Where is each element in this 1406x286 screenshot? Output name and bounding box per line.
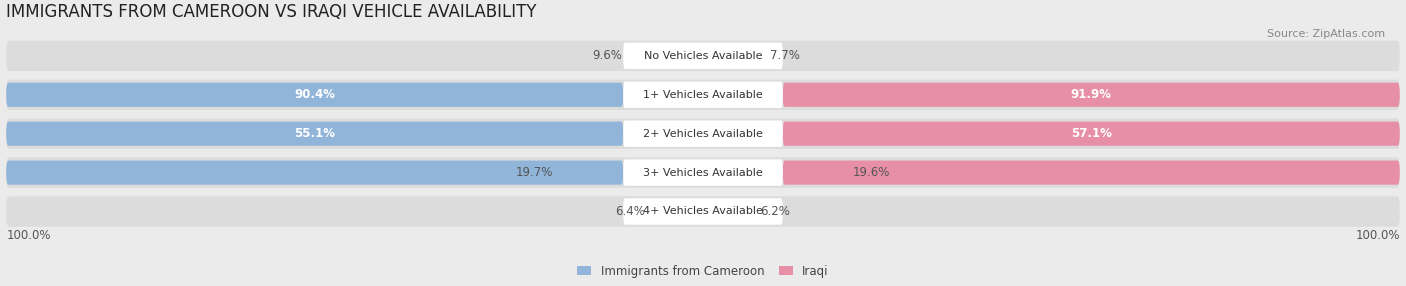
FancyBboxPatch shape: [6, 196, 1400, 227]
FancyBboxPatch shape: [6, 118, 1400, 149]
FancyBboxPatch shape: [623, 120, 783, 147]
Text: 100.0%: 100.0%: [1355, 229, 1400, 242]
FancyBboxPatch shape: [623, 43, 783, 69]
Text: 90.4%: 90.4%: [294, 88, 335, 101]
Text: 19.7%: 19.7%: [515, 166, 553, 179]
FancyBboxPatch shape: [6, 160, 623, 185]
Text: 9.6%: 9.6%: [593, 49, 623, 62]
Text: 7.7%: 7.7%: [770, 49, 800, 62]
FancyBboxPatch shape: [6, 80, 1400, 110]
FancyBboxPatch shape: [623, 198, 783, 225]
FancyBboxPatch shape: [6, 122, 623, 146]
Text: No Vehicles Available: No Vehicles Available: [644, 51, 762, 61]
Legend: Immigrants from Cameroon, Iraqi: Immigrants from Cameroon, Iraqi: [572, 260, 834, 282]
Text: 19.6%: 19.6%: [853, 166, 890, 179]
FancyBboxPatch shape: [783, 83, 1400, 107]
FancyBboxPatch shape: [6, 157, 1400, 188]
FancyBboxPatch shape: [623, 159, 783, 186]
Text: 3+ Vehicles Available: 3+ Vehicles Available: [643, 168, 763, 178]
FancyBboxPatch shape: [783, 160, 1400, 185]
Text: 6.2%: 6.2%: [759, 205, 790, 218]
Text: IMMIGRANTS FROM CAMEROON VS IRAQI VEHICLE AVAILABILITY: IMMIGRANTS FROM CAMEROON VS IRAQI VEHICL…: [6, 3, 537, 21]
Text: Source: ZipAtlas.com: Source: ZipAtlas.com: [1267, 29, 1385, 39]
Text: 100.0%: 100.0%: [6, 229, 51, 242]
Text: 4+ Vehicles Available: 4+ Vehicles Available: [643, 206, 763, 217]
Text: 6.4%: 6.4%: [614, 205, 645, 218]
Text: 55.1%: 55.1%: [294, 127, 335, 140]
Text: 57.1%: 57.1%: [1071, 127, 1112, 140]
Text: 91.9%: 91.9%: [1071, 88, 1112, 101]
Text: 2+ Vehicles Available: 2+ Vehicles Available: [643, 129, 763, 139]
FancyBboxPatch shape: [623, 82, 783, 108]
FancyBboxPatch shape: [6, 41, 1400, 71]
FancyBboxPatch shape: [6, 83, 623, 107]
Text: 1+ Vehicles Available: 1+ Vehicles Available: [643, 90, 763, 100]
FancyBboxPatch shape: [783, 122, 1400, 146]
